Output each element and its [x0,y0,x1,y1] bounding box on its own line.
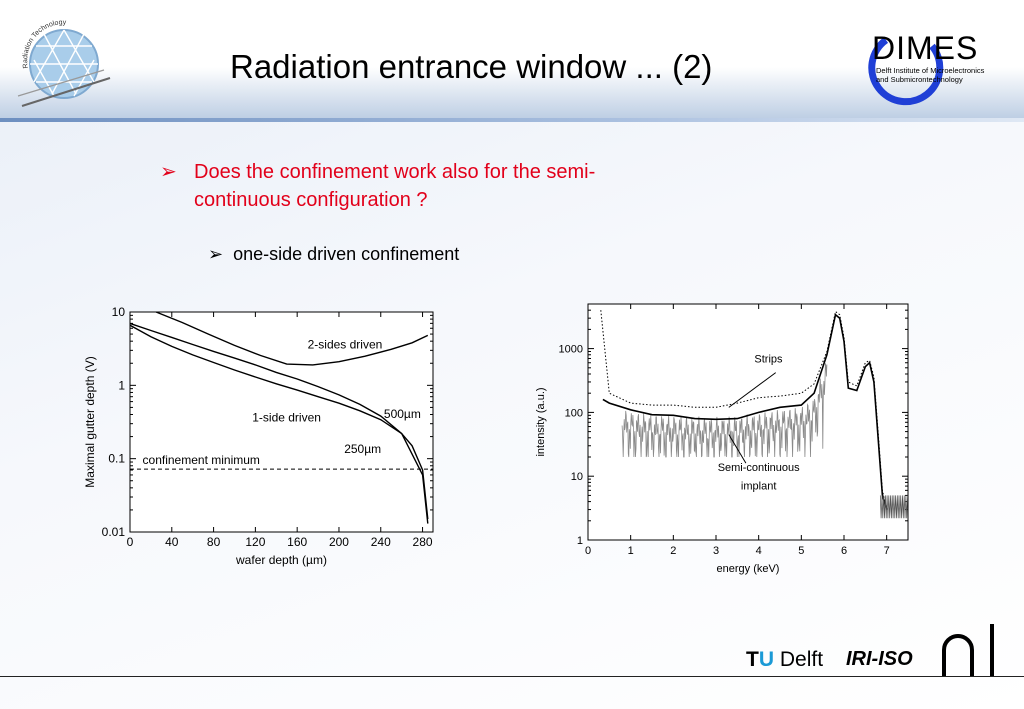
chart2-xtick-label: 4 [756,545,762,557]
chart1-xtick-label: 120 [245,535,265,549]
chart2-ytick-label: 1000 [559,344,583,356]
tu-delft-u: U [758,648,774,671]
dimes-logo-name: DIMES [872,30,979,66]
chart1-xlabel: wafer depth (µm) [235,553,327,567]
chart1-annotation-500um: 500µm [384,407,421,421]
chart2-xtick-label: 3 [713,545,719,557]
header-band [0,0,1024,122]
chart2-xlabel: energy (keV) [717,563,780,575]
chart1-series-2-sides [155,311,429,366]
bullet-sub-text: one-side driven confinement [233,244,460,264]
chart1-ytick-label: 0.01 [102,525,126,539]
chart1-xtick-label: 40 [165,535,179,549]
bullet-question: ➢ Does the confinement work also for the… [160,158,630,214]
chart1-xtick-label: 160 [287,535,307,549]
chart2-xtick-label: 5 [798,545,804,557]
chart2-ytick-label: 100 [565,407,583,419]
chart1-annotation-1-side: 1-side driven [252,411,321,425]
slide-title: Radiation entrance window ... (2) [230,48,713,85]
chart1-frame [129,311,434,533]
chart2-annotation-strips-arrow [728,372,777,408]
chart1-ytick-label: 10 [112,305,126,319]
chart2-series-strips [602,313,888,510]
chart1-annotation-confinement: confinement minimum [143,453,260,467]
header-rule [0,118,1024,122]
chart2-xtick-label: 1 [628,545,634,557]
chart2-xtick-label: 0 [585,545,591,557]
bullet-marker-1: ➢ [160,161,177,183]
iri-building-icon [942,624,994,676]
chart1-xtick-label: 280 [413,535,433,549]
dimes-subtitle-line-1: Delft Institute of Microelectronics [876,66,985,75]
chart2-ytick-label: 10 [571,471,583,483]
bullet-sub: ➢ one-side driven confinement [208,244,459,265]
bullet-question-text: Does the confinement work also for the s… [194,161,596,211]
chart2-annotation-semi-continuous: Semi-continuous [718,462,800,474]
chart1-xtick-label: 200 [329,535,349,549]
dimes-logo-ring [868,37,944,106]
chart2-xtick-label: 7 [884,545,890,557]
chart1-annotation-250um: 250µm [344,442,381,456]
bullet-marker-2: ➢ [208,244,224,264]
chart2-annotation-strips: Strips [754,354,783,366]
tu-delft-t: T [746,648,759,671]
chart2-xtick-label: 6 [841,545,847,557]
tu-delft-delft: Delft [779,648,824,671]
chart1-xtick-label: 0 [127,535,134,549]
iri-iso-logo: IRI-ISO [846,648,913,670]
chart2-annotation-implant-arrow [728,434,747,464]
chart2-ylabel: intensity (a.u.) [535,387,547,456]
dimes-subtitle-line-2: and Submicrontechnology [876,75,963,84]
chart1-ytick-label: 0.1 [108,452,125,466]
radiation-technology-logo: Radiation Technology [17,19,111,107]
chart2-series-semi-continuous [621,363,828,458]
chart2-series-dotted [600,310,888,510]
chart2-annotation-implant: implant [741,480,776,492]
chart1-series-500um [129,322,429,524]
chart1-xtick-label: 80 [207,535,221,549]
chart2-ytick-label: 1 [577,535,583,547]
chart1-ytick-label: 1 [118,378,125,392]
chart1-xtick-label: 240 [371,535,391,549]
chart2-xtick-label: 2 [670,545,676,557]
chart1-series-250um [129,324,429,520]
dimes-logo-subtitle: Delft Institute of Microelectronics and … [876,66,984,84]
chart2-frame [587,303,909,541]
footer-rule [0,676,1024,677]
chart1-ylabel: Maximal gutter depth (V) [83,356,97,487]
gutter-depth-chart: 0 40 80 120 160 200 240 280 0.01 0.1 1 10 wafer dept… [83,305,434,567]
chart2-series-tail [879,495,908,519]
tu-delft-logo: TU Delft [746,648,823,672]
chart1-annotation-2-sides: 2-sides driven [308,337,383,351]
